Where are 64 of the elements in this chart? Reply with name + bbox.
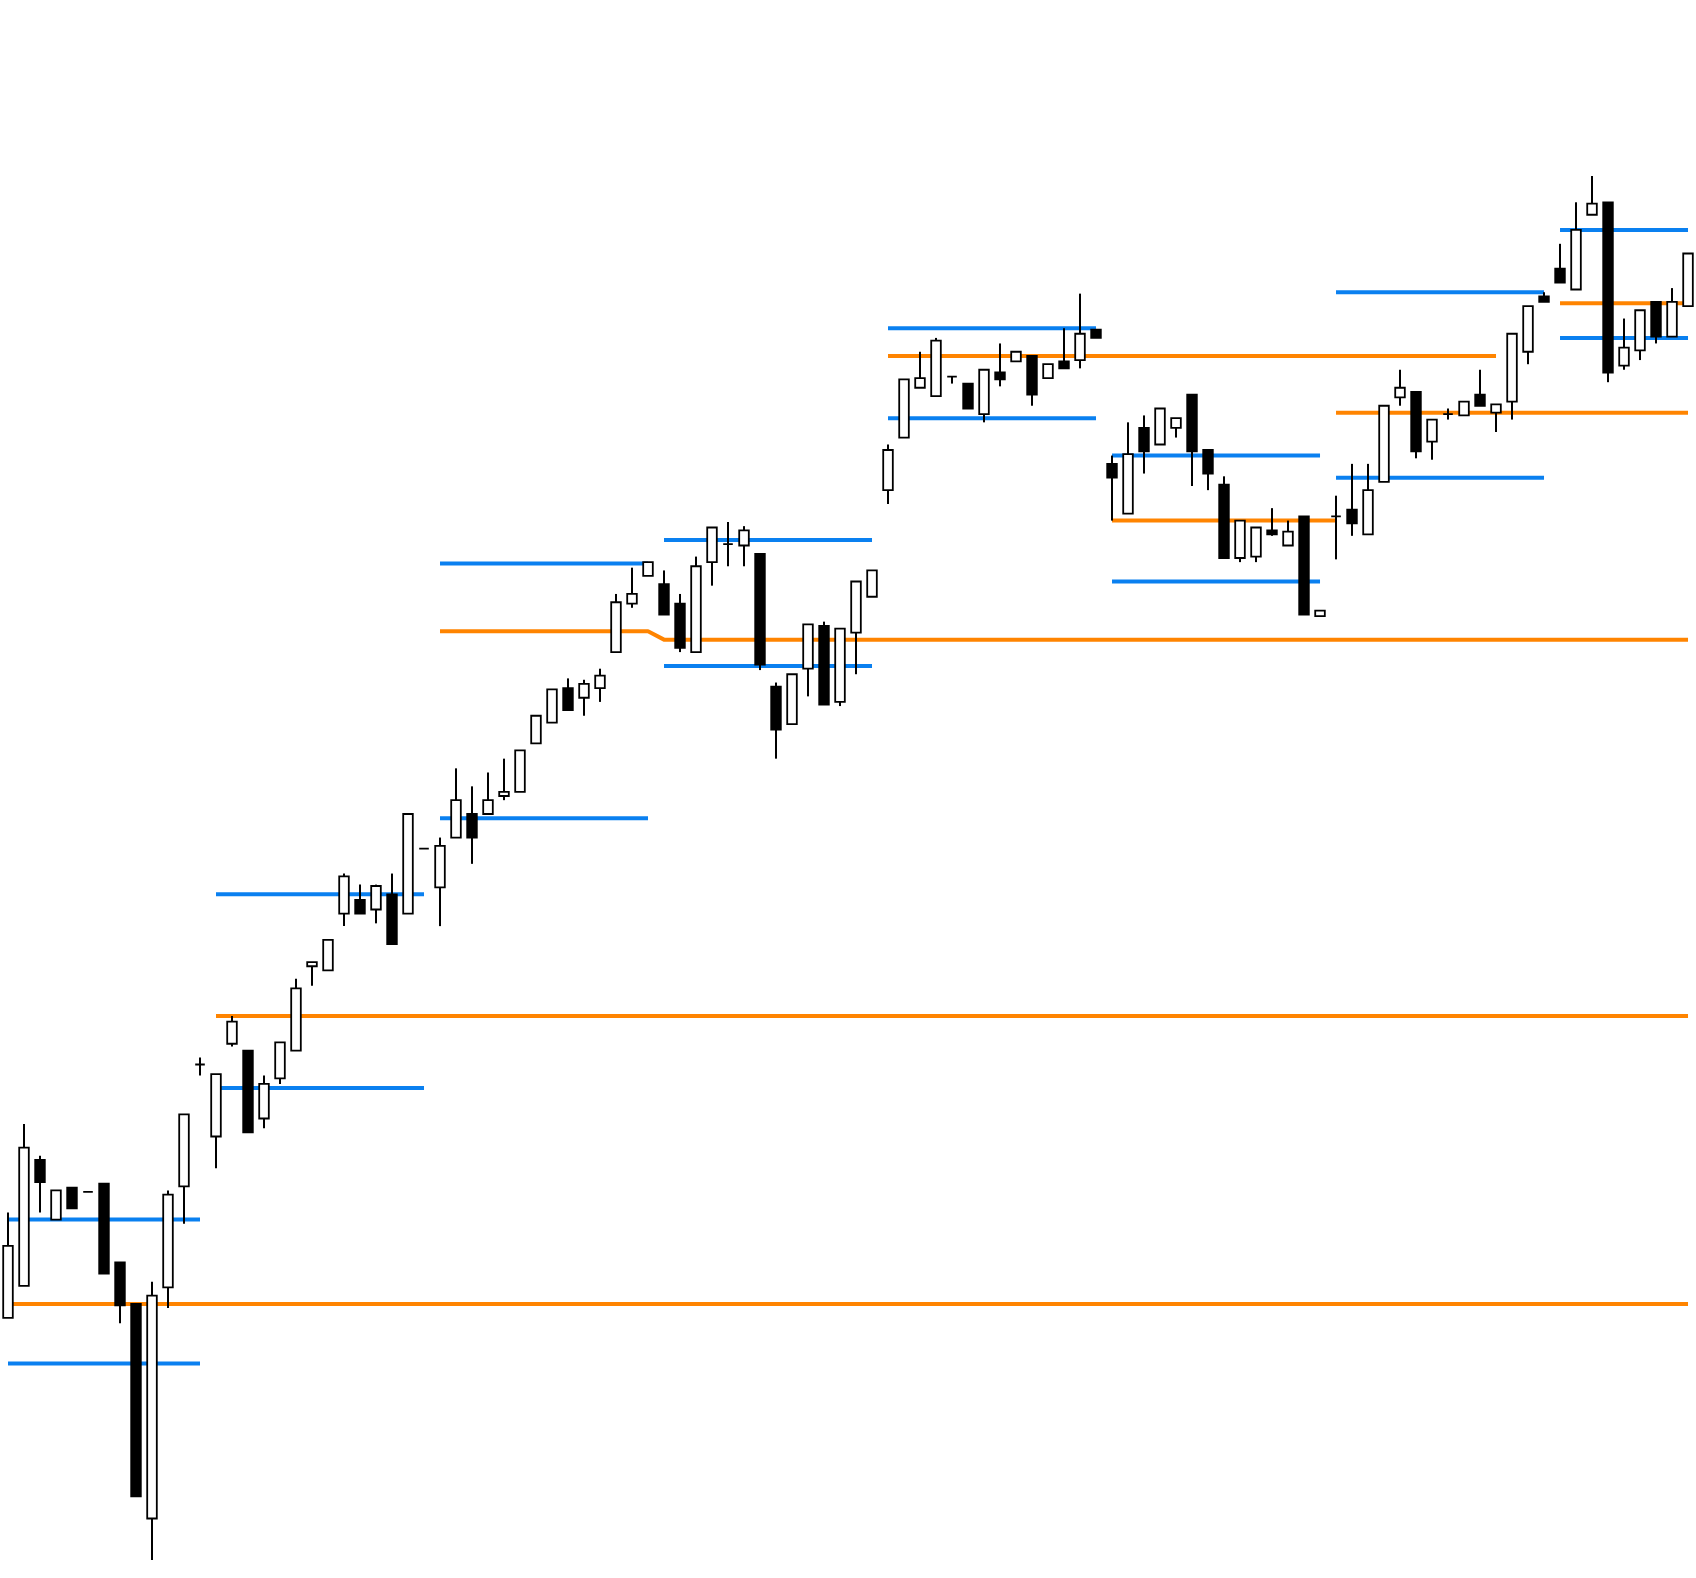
candlestick bbox=[1362, 462, 1374, 536]
candlestick bbox=[514, 749, 526, 793]
candlestick bbox=[1346, 462, 1358, 537]
candlestick bbox=[978, 368, 990, 424]
candlestick bbox=[1074, 292, 1086, 370]
candlestick bbox=[578, 678, 590, 717]
candlestick bbox=[594, 667, 606, 703]
candlestick bbox=[1554, 242, 1566, 284]
candlestick bbox=[482, 771, 494, 816]
candlestick bbox=[66, 1186, 78, 1210]
candlestick bbox=[530, 714, 542, 745]
candlestick bbox=[434, 836, 446, 928]
candlestick bbox=[674, 592, 686, 654]
candlestick bbox=[962, 382, 974, 410]
candlestick bbox=[1618, 317, 1630, 371]
candlestick bbox=[322, 939, 334, 972]
candlestick bbox=[802, 623, 814, 698]
candlestick bbox=[226, 1015, 238, 1048]
candlestick bbox=[194, 1056, 206, 1077]
candlestick bbox=[1650, 300, 1662, 345]
candlestick bbox=[1170, 417, 1182, 439]
candlestick bbox=[1282, 519, 1294, 547]
candlestick bbox=[274, 1041, 286, 1085]
candlestick bbox=[770, 681, 782, 760]
candlestick bbox=[1330, 494, 1342, 561]
candlestick bbox=[546, 688, 558, 724]
candlestick bbox=[1394, 368, 1406, 407]
candlestick bbox=[994, 342, 1006, 388]
candlestick bbox=[114, 1261, 126, 1325]
candlestick bbox=[882, 443, 894, 505]
candlestick bbox=[338, 872, 350, 928]
candlestick bbox=[466, 785, 478, 865]
candlestick bbox=[1250, 526, 1262, 564]
candlestick bbox=[1474, 368, 1486, 407]
candlestick bbox=[1586, 174, 1598, 216]
candlestick bbox=[450, 767, 462, 839]
candlestick bbox=[1234, 519, 1246, 564]
candlestick bbox=[34, 1154, 46, 1214]
candlestick bbox=[1426, 418, 1438, 461]
candlestick bbox=[722, 520, 734, 568]
candlestick bbox=[914, 350, 926, 389]
candlestick bbox=[50, 1189, 62, 1221]
candlestick bbox=[706, 526, 718, 587]
candlestick bbox=[498, 757, 510, 802]
candlestick bbox=[1058, 327, 1070, 370]
candlestick bbox=[738, 525, 750, 568]
candlestick bbox=[1026, 354, 1038, 407]
candlestick bbox=[258, 1074, 270, 1130]
candlestick bbox=[1634, 309, 1646, 362]
candlestick bbox=[658, 569, 670, 616]
candlestick bbox=[1266, 507, 1278, 537]
candlestick bbox=[1106, 454, 1118, 522]
candlestick bbox=[306, 961, 318, 987]
candlestick bbox=[1522, 305, 1534, 366]
candlestick bbox=[1666, 287, 1678, 338]
candlestick bbox=[626, 566, 638, 609]
candlestick bbox=[1138, 414, 1150, 475]
candlestick bbox=[866, 569, 878, 598]
candlestick bbox=[1490, 403, 1502, 434]
candlestick bbox=[1154, 407, 1166, 446]
candlestick bbox=[1202, 449, 1214, 492]
candlestick bbox=[562, 677, 574, 712]
candlestick bbox=[370, 883, 382, 925]
candlestick bbox=[354, 883, 366, 915]
